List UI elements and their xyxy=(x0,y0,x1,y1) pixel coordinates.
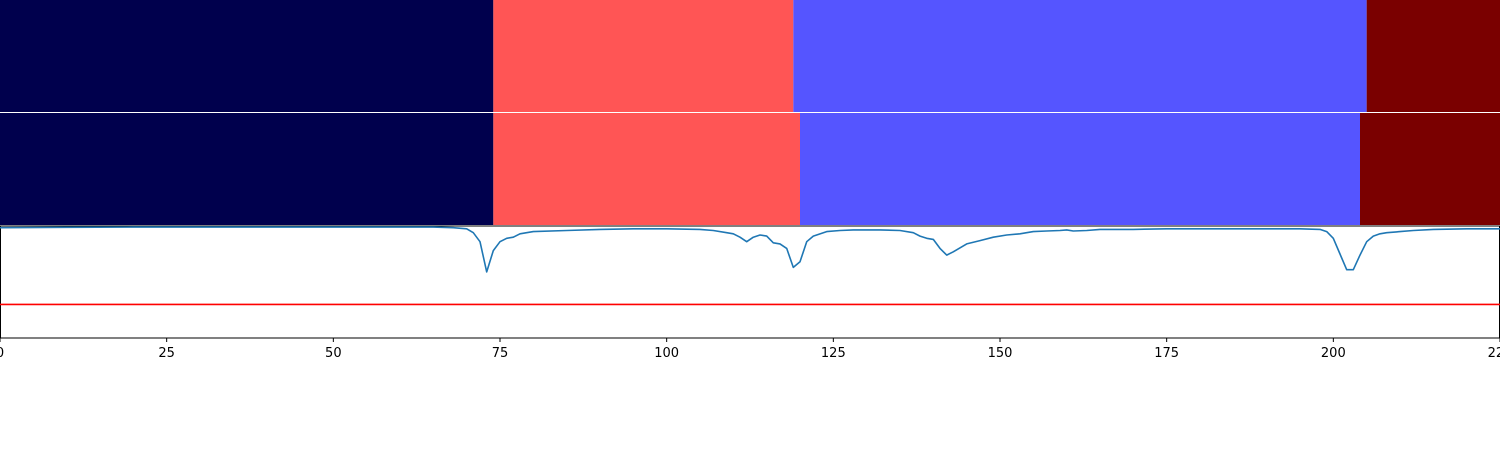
line-panel xyxy=(0,225,1500,339)
heatmap-bottom-panel xyxy=(0,113,1500,225)
heatmap-segment xyxy=(793,0,1367,112)
x-tick-label: 150 xyxy=(988,346,1013,361)
heatmap-segment xyxy=(493,0,794,112)
x-tick-label: 75 xyxy=(492,346,509,361)
heatmap-segment xyxy=(1366,0,1500,112)
x-tick-label: 125 xyxy=(821,346,846,361)
heatmap-segment xyxy=(1360,113,1500,225)
heatmap-top-panel xyxy=(0,0,1500,112)
heatmap-segment xyxy=(0,0,494,112)
heatmap-segment xyxy=(493,113,800,225)
x-tick-label: 200 xyxy=(1321,346,1346,361)
heatmap-segment xyxy=(0,113,494,225)
x-axis: 0 25 50 75 100 125 150 175 200 225 xyxy=(0,338,1500,361)
plot-frame xyxy=(0,225,1500,339)
x-tick-label: 225 xyxy=(1488,346,1500,361)
x-tick-label: 100 xyxy=(654,346,679,361)
x-tick-label: 25 xyxy=(158,346,175,361)
x-tick-label: 50 xyxy=(325,346,342,361)
x-tick-label: 175 xyxy=(1154,346,1179,361)
x-tick-label: 0 xyxy=(0,346,4,361)
heatmap-segment xyxy=(800,113,1360,225)
signal-line xyxy=(0,226,1500,273)
